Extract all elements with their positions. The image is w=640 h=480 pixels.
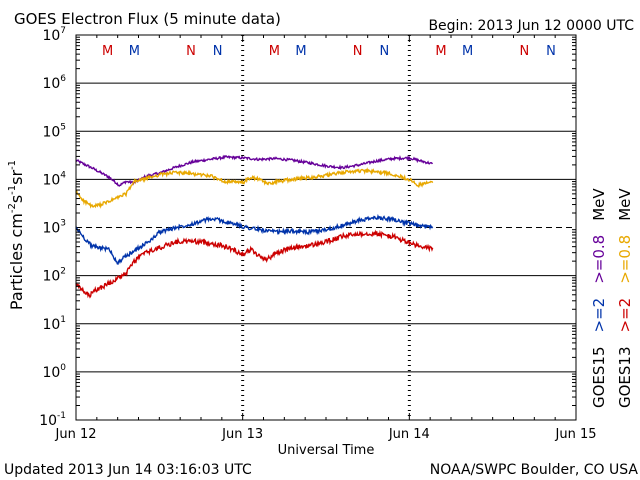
local-time-marker: N xyxy=(546,44,556,59)
local-time-marker: M xyxy=(435,44,446,59)
local-time-marker: N xyxy=(213,44,223,59)
y-tick-label: 103 xyxy=(42,219,66,237)
local-time-marker: M xyxy=(295,44,306,59)
y-tick-label: 106 xyxy=(42,74,66,92)
y-tick-label: 102 xyxy=(42,267,66,285)
series-line xyxy=(75,213,434,265)
y-tick-label: 101 xyxy=(42,315,66,333)
x-axis-label: Universal Time xyxy=(278,443,375,458)
midnight-markers xyxy=(241,35,411,420)
x-tick-label: Jun 13 xyxy=(221,427,263,442)
y-tick-label: 100 xyxy=(42,363,66,381)
plot-frame xyxy=(75,34,577,421)
local-time-marker: N xyxy=(379,44,389,59)
local-time-marker: M xyxy=(462,44,473,59)
x-tick-label: Jun 14 xyxy=(388,427,430,442)
y-tick-label: 104 xyxy=(42,170,66,188)
y-tick-label: 10-1 xyxy=(39,411,66,429)
gridlines xyxy=(76,82,576,373)
chart-title: GOES Electron Flux (5 minute data) xyxy=(14,10,281,28)
local-time-marker: M xyxy=(102,44,113,59)
local-time-marker: M xyxy=(129,44,140,59)
local-time-marker: M xyxy=(269,44,280,59)
flux-series xyxy=(75,154,434,299)
y-tick-label: 105 xyxy=(42,122,66,140)
y-tick-label: 107 xyxy=(42,26,66,44)
local-time-marker: N xyxy=(519,44,529,59)
series-line xyxy=(76,167,434,209)
x-tick-label: Jun 15 xyxy=(555,427,597,442)
legend-column: GOES13>=2>=0.8MeV xyxy=(616,188,634,408)
local-time-marker: N xyxy=(353,44,363,59)
y-axis-ticks: 107 106 105 104 103 102 101 100 10-1 xyxy=(39,26,576,429)
x-tick-label: Jun 12 xyxy=(55,427,97,442)
footer-credit: NOAA/SWPC Boulder, CO USA xyxy=(430,462,639,478)
x-axis-ticks: Jun 12 Jun 13 Jun 14 Jun 15 xyxy=(55,35,597,442)
footer-updated: Updated 2013 Jun 14 03:16:03 UTC xyxy=(4,462,252,478)
legend: GOES15>=2>=0.8MeV GOES13>=2>=0.8MeV xyxy=(590,188,634,408)
series-line xyxy=(75,229,434,299)
begin-date-label: Begin: 2013 Jun 12 0000 UTC xyxy=(428,18,634,34)
local-time-marker: N xyxy=(186,44,196,59)
legend-column: GOES15>=2>=0.8MeV xyxy=(590,188,608,408)
y-axis-label: Particles cm-2s-1sr-1 xyxy=(7,160,26,310)
